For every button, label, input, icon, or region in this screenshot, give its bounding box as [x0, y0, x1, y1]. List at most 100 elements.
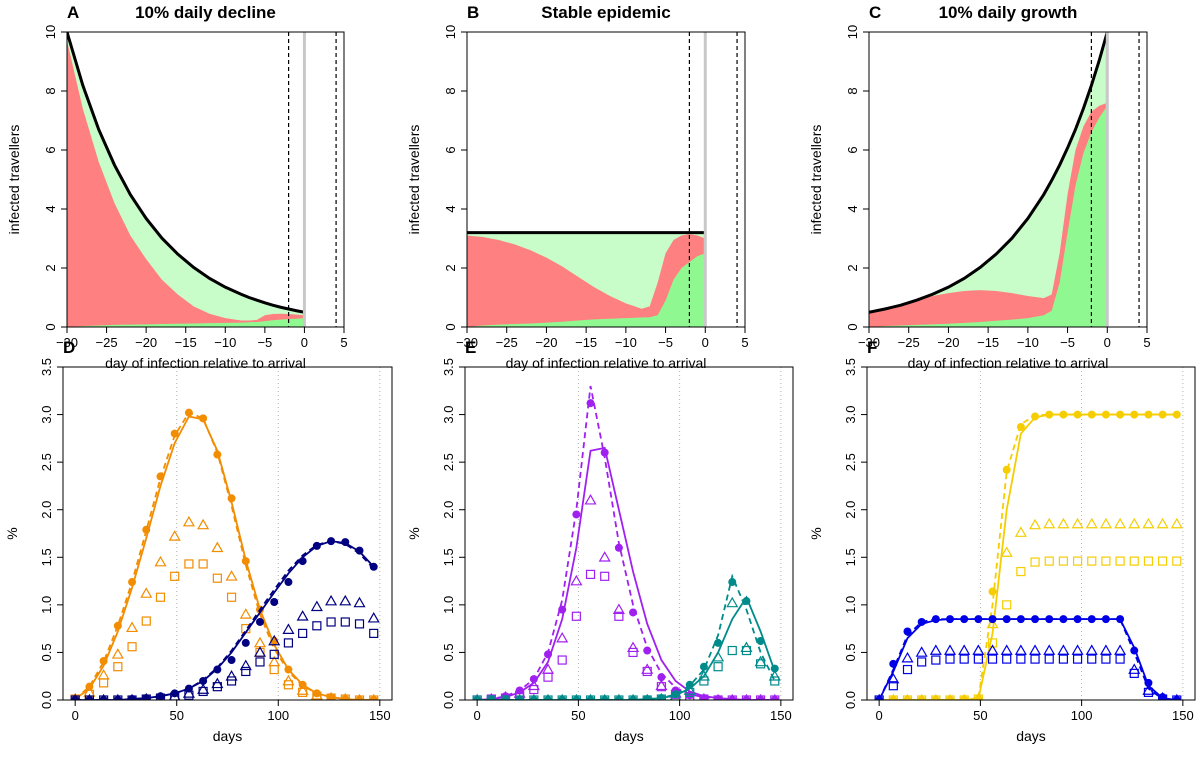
total-line — [869, 32, 1109, 314]
plot-area — [67, 32, 305, 327]
y-tick-label: 8 — [845, 87, 860, 94]
point-square — [212, 682, 222, 692]
y-tick-label: 8 — [43, 87, 58, 94]
point-square — [973, 654, 983, 664]
point-circle — [770, 664, 779, 673]
point-circle — [1144, 678, 1153, 687]
point-triangle — [1029, 644, 1042, 655]
plot-area — [472, 367, 782, 700]
point-circle — [1130, 410, 1139, 419]
point-square — [571, 695, 581, 700]
point-triangle — [128, 693, 136, 700]
panel-letter: F — [867, 338, 877, 357]
point-triangle — [958, 644, 971, 655]
point-square — [1101, 654, 1111, 664]
point-triangle — [929, 644, 942, 655]
point-circle — [1002, 465, 1011, 474]
point-triangle — [296, 684, 309, 695]
point-triangle — [1085, 517, 1098, 529]
y-tick-label: 10 — [845, 25, 860, 39]
point-square — [283, 638, 294, 648]
plot-frame — [466, 31, 746, 328]
point-square — [113, 695, 123, 700]
point-square — [127, 695, 137, 700]
point-square — [888, 681, 898, 691]
x-tick-label: −20 — [535, 335, 557, 350]
point-triangle — [367, 611, 380, 623]
point-square — [600, 695, 610, 700]
point-square — [84, 695, 95, 700]
plot-frame — [66, 31, 345, 328]
point-square — [298, 628, 308, 639]
panel-c: C 10% daily growth −30 −25 −20 −15 −10 −5 0 5 0 2 4 6… — [808, 3, 1151, 371]
point-circle — [629, 608, 638, 617]
point-square — [269, 664, 279, 675]
panel-letter: C — [869, 3, 881, 22]
series-line-blue-dashed — [878, 618, 1177, 700]
point-square — [354, 695, 365, 700]
point-triangle — [1043, 517, 1056, 529]
series-line-navy-dashed — [75, 540, 375, 700]
x-axis-label: days — [213, 728, 243, 744]
point-triangle — [355, 693, 364, 700]
plot-area — [70, 367, 381, 700]
point-circle — [1031, 615, 1040, 624]
point-triangle — [182, 515, 195, 527]
point-circle — [1059, 615, 1068, 624]
panel-title: 10% daily decline — [135, 3, 276, 22]
point-triangle — [1099, 517, 1112, 529]
point-circle — [529, 675, 538, 684]
point-square — [141, 616, 151, 626]
x-tick-label: 50 — [571, 708, 585, 723]
x-tick-label: −30 — [858, 335, 880, 350]
point-circle — [917, 617, 926, 626]
point-square — [685, 687, 695, 697]
point-circle — [298, 557, 307, 566]
area-light-green — [869, 32, 1108, 327]
point-triangle — [126, 621, 139, 633]
y-tick-label: 2.0 — [441, 501, 456, 519]
point-circle — [199, 414, 208, 423]
point-square — [945, 654, 955, 664]
point-triangle — [586, 693, 595, 700]
y-tick-label: 0 — [443, 323, 458, 330]
x-tick-label: 150 — [770, 708, 792, 723]
x-tick-label: −25 — [898, 335, 920, 350]
point-triangle — [728, 693, 736, 700]
point-triangle — [697, 670, 710, 681]
point-circle — [671, 690, 680, 699]
point-square — [1087, 556, 1097, 566]
point-circle — [1087, 410, 1096, 419]
point-square — [656, 682, 666, 692]
point-circle — [988, 587, 997, 596]
x-axis-label: days — [614, 728, 644, 744]
point-square — [99, 695, 109, 700]
point-square — [1172, 695, 1182, 700]
point-triangle — [225, 570, 238, 581]
point-triangle — [1142, 517, 1155, 529]
x-tick-label: −15 — [977, 335, 999, 350]
x-tick-label: −10 — [615, 335, 637, 350]
point-square — [557, 655, 567, 665]
x-tick-label: 0 — [474, 708, 481, 723]
point-circle — [113, 621, 122, 630]
point-circle — [327, 537, 336, 546]
point-square — [973, 694, 983, 700]
y-tick-label: 4 — [443, 205, 458, 212]
point-square — [713, 662, 723, 672]
x-tick-label: 150 — [1172, 708, 1194, 723]
point-circle — [355, 546, 364, 555]
point-triangle — [326, 691, 336, 700]
point-triangle — [629, 693, 637, 700]
point-square — [1058, 556, 1068, 566]
point-square — [369, 628, 379, 639]
point-triangle — [268, 634, 281, 646]
point-circle — [572, 510, 581, 519]
point-circle — [99, 656, 108, 665]
y-tick-label: 3.0 — [441, 406, 456, 424]
point-square — [770, 695, 780, 700]
point-triangle — [239, 608, 252, 619]
point-square — [212, 573, 222, 583]
point-triangle — [155, 691, 166, 700]
point-triangle — [140, 587, 153, 598]
